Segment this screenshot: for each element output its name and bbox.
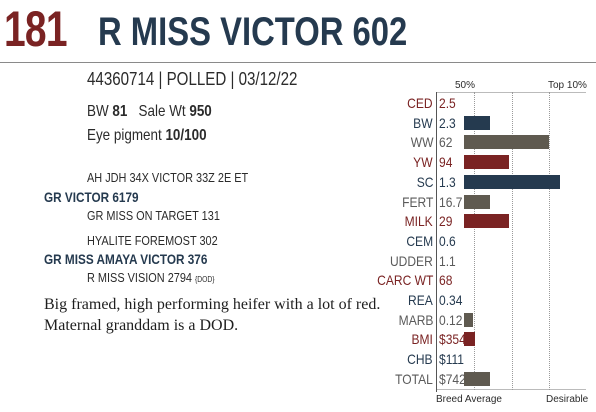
- epd-row-rea: REA 0.34: [372, 291, 588, 309]
- epd-row-fert: FERT 16.7: [372, 193, 588, 211]
- epd-value: 1.3: [439, 173, 456, 190]
- epd-row-chb: CHB $111: [372, 350, 588, 368]
- epd-trait-label: SC: [416, 173, 433, 190]
- lot-number: 181: [4, 1, 68, 57]
- bw-value: 81: [112, 103, 128, 120]
- epd-value: $742: [439, 370, 466, 387]
- pedigree-sire-dam: GR MISS ON TARGET 131: [87, 208, 220, 223]
- epd-row-udder: UDDER 1.1: [372, 252, 588, 270]
- epd-row-bmi: BMI $354: [372, 330, 588, 348]
- epd-trait-label: MILK: [404, 213, 433, 230]
- epd-row-yw: YW 94: [372, 153, 588, 171]
- chart-gridline: [549, 92, 550, 390]
- epd-value: 0.6: [439, 232, 456, 249]
- pedigree-sire-sire: AH JDH 34X VICTOR 33Z 2E ET: [87, 170, 249, 185]
- epd-row-ced: CED 2.5: [372, 94, 588, 112]
- animal-name: R MISS VICTOR 602: [98, 10, 408, 54]
- epd-bar: [464, 115, 490, 130]
- epd-value: 68: [439, 272, 453, 289]
- registration-line: 44360714 | POLLED | 03/12/22: [87, 69, 298, 89]
- title-divider: [0, 62, 596, 63]
- epd-row-marb: MARB 0.12: [372, 311, 588, 329]
- epd-bar: [464, 174, 560, 189]
- chart-footer-desirable: Desirable: [546, 394, 589, 405]
- epd-value: 62: [439, 134, 453, 151]
- epd-row-total: TOTAL $742: [372, 370, 588, 388]
- epd-trait-label: CHB: [407, 351, 433, 368]
- epd-value: 0.34: [439, 292, 463, 308]
- chart-header-50pct: 50%: [455, 80, 476, 91]
- epd-bar: [464, 155, 509, 170]
- epd-row-carc-wt: CARC WT 68: [372, 271, 588, 289]
- sale-wt-label: Sale Wt: [138, 103, 186, 120]
- chart-header-top10: Top 10%: [548, 80, 587, 91]
- breed-average-line: [436, 92, 437, 392]
- epd-bar: [464, 332, 475, 347]
- epd-value: 29: [439, 213, 453, 230]
- chart-gridline: [512, 92, 513, 390]
- performance-line: BW 81 Sale Wt 950: [87, 103, 212, 121]
- chart-footer-breed-average: Breed Average: [436, 394, 502, 405]
- dod-tag: {DOD}: [195, 275, 215, 284]
- epd-bar: [464, 312, 473, 327]
- epd-row-sc: SC 1.3: [372, 173, 588, 191]
- epd-trait-label: WW: [410, 134, 433, 151]
- epd-trait-label: CEM: [406, 232, 433, 249]
- epd-bar: [464, 194, 490, 209]
- pedigree-dam-sire: HYALITE FOREMOST 302: [87, 233, 218, 248]
- epd-trait-label: YW: [413, 154, 433, 171]
- epd-trait-label: BW: [413, 114, 433, 131]
- epd-bar: [464, 371, 490, 386]
- epd-value: 0.12: [439, 311, 463, 328]
- epd-value: $354: [439, 331, 466, 348]
- epd-value: $111: [439, 351, 465, 368]
- epd-trait-label: FERT: [401, 193, 433, 210]
- pedigree-sire: GR VICTOR 6179: [44, 189, 139, 205]
- epd-row-ww: WW 62: [372, 133, 588, 151]
- eye-pigment-label: Eye pigment: [87, 127, 162, 144]
- eye-pigment-value: 10/100: [165, 127, 207, 144]
- pedigree-dam: GR MISS AMAYA VICTOR 376: [44, 251, 208, 267]
- epd-bar: [464, 135, 549, 150]
- epd-trait-label: BMI: [411, 331, 433, 348]
- epd-value: 1.1: [439, 252, 456, 269]
- epd-value: 94: [439, 154, 453, 171]
- epd-bar: [464, 214, 509, 229]
- epd-trait-label: CARC WT: [376, 272, 433, 289]
- chart-gridline: [474, 92, 475, 390]
- epd-chart-frame: [436, 92, 586, 390]
- epd-trait-label: CED: [407, 95, 433, 111]
- lot-description: Big framed, high performing heifer with …: [44, 296, 381, 334]
- epd-trait-label: REA: [408, 292, 433, 308]
- bw-label: BW: [87, 103, 109, 120]
- sale-wt-value: 950: [189, 103, 212, 120]
- pedigree-dam-dam-name: R MISS VISION 2794: [87, 270, 192, 285]
- epd-trait-label: TOTAL: [395, 370, 433, 387]
- pedigree-dam-dam: R MISS VISION 2794 {DOD}: [87, 270, 214, 285]
- epd-value: 2.3: [439, 114, 456, 131]
- epd-value: 16.7: [439, 193, 463, 210]
- epd-trait-label: UDDER: [390, 252, 433, 269]
- eye-pigment-line: Eye pigment 10/100: [87, 127, 207, 145]
- epd-trait-label: MARB: [398, 311, 433, 328]
- epd-row-cem: CEM 0.6: [372, 232, 588, 250]
- epd-value: 2.5: [439, 95, 456, 111]
- epd-row-milk: MILK 29: [372, 212, 588, 230]
- epd-row-bw: BW 2.3: [372, 114, 588, 132]
